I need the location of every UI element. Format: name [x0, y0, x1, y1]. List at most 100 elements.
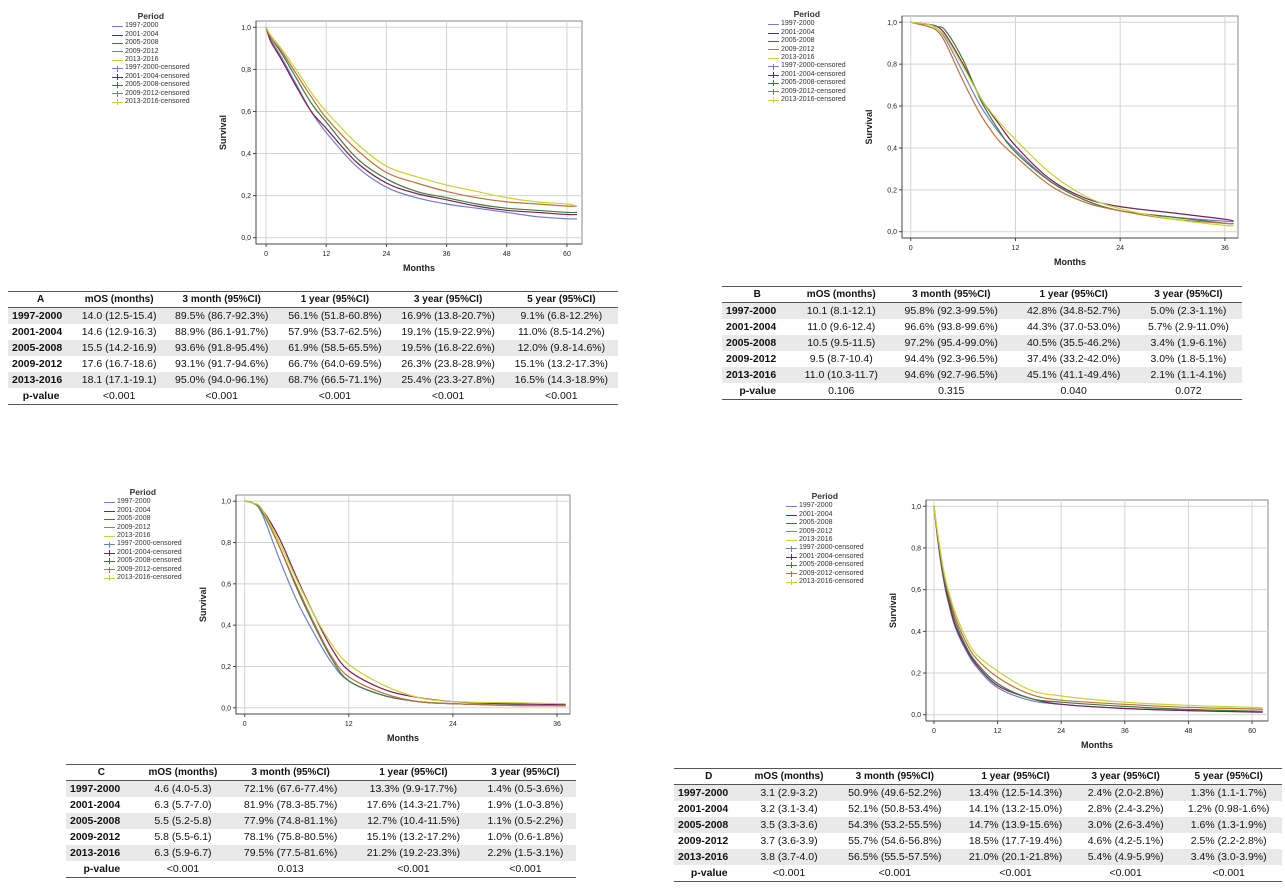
legend-label: 2005-2008 — [117, 515, 151, 523]
table-row: 2009-2012 9.5 (8.7-10.4) 94.4% (92.3-96.5%… — [722, 351, 1242, 367]
pvalue-cell: <0.001 — [278, 388, 392, 405]
column-header: 3 year (95%CI) — [1075, 768, 1176, 785]
y-axis-title: Survival — [218, 115, 228, 150]
legend-label: 2013-2016 — [799, 536, 833, 544]
table-cell: 17.6% (14.3-21.7%) — [366, 799, 461, 811]
legend-swatch — [112, 82, 123, 89]
legend-label: 2009-2012-censored — [781, 87, 846, 95]
legend-swatch — [104, 550, 115, 557]
table-cell: 56.5% (55.5-57.5%) — [834, 849, 956, 865]
row-label: 2013-2016 — [8, 372, 74, 388]
legend-item: 2001-2004-censored — [112, 73, 190, 81]
table-cell: 19.1% (15.9-22.9%) — [401, 326, 495, 338]
pvalue-row: p-value 0.106 0.315 0.040 0.072 — [722, 383, 1242, 400]
table-cell: 13.4% (12.5-14.3%) — [955, 784, 1076, 801]
column-header: 5 year (95%CI) — [504, 291, 618, 308]
legend-label: 2013-2016-censored — [781, 96, 846, 104]
table-cell: 97.2% (95.4-99.0%) — [890, 335, 1013, 351]
column-header: 1 year (95%CI) — [955, 768, 1076, 785]
legend-item: 2013-2016-censored — [768, 96, 846, 104]
legend-item: 2001-2004-censored — [786, 553, 864, 561]
row-label: 1997-2000 — [722, 302, 793, 319]
legend-swatch — [112, 65, 123, 72]
legend-swatch — [768, 63, 779, 70]
table-cell: 12.7% (10.4-11.5%) — [352, 813, 475, 829]
pvalue-cell: <0.001 — [73, 388, 166, 405]
table-cell: 5.8 (5.5-6.1) — [154, 831, 212, 843]
table-cell: 5.5 (5.2-5.8) — [136, 813, 230, 829]
row-label: 2013-2016 — [722, 367, 793, 383]
table-row: 2001-2004 14.6 (12.9-16.3) 88.9% (86.1-91.… — [8, 324, 618, 340]
y-tick-label: 0,0 — [221, 705, 231, 712]
legend-swatch — [768, 49, 779, 51]
table-row: 2009-2012 3.7 (3.6-3.9) 55.7% (54.6-56.8%)… — [674, 833, 1282, 849]
y-tick-label: 0,0 — [911, 712, 921, 719]
survival-curve-2005-2008 — [910, 21, 1234, 225]
survival-curve-2013-2016 — [933, 506, 1263, 709]
legend-swatch — [786, 522, 797, 524]
table-cell: 2.8% (2.4-3.2%) — [1087, 803, 1164, 815]
legend: Period 1997-2000 2001-2004 2005-2008 2009-20… — [768, 10, 846, 104]
legend: Period 1997-2000 2001-2004 2005-2008 2009-20… — [112, 12, 190, 106]
table-cell: 11.0 (10.3-11.7) — [792, 367, 891, 383]
legend-label: 2005-2008-censored — [117, 557, 182, 565]
legend-item: 2009-2012 — [112, 48, 190, 56]
legend-swatch — [112, 90, 123, 97]
table-cell: 61.9% (58.5-65.5%) — [278, 340, 392, 356]
legend-item: 2009-2012-censored — [104, 566, 182, 574]
legend-item: 2013-2016-censored — [112, 98, 190, 106]
legend-label: 2001-2004-censored — [125, 72, 190, 80]
pvalue-label: p-value — [722, 383, 793, 400]
table-cell: 14.1% (13.2-15.0%) — [968, 803, 1063, 815]
table-cell: 1.1% (0.5-2.2%) — [474, 813, 576, 829]
row-label: 2005-2008 — [722, 335, 793, 351]
legend-swatch — [786, 514, 797, 516]
x-tick-label: 60 — [1248, 728, 1256, 735]
table-cell: 21.0% (20.1-21.8%) — [955, 849, 1076, 865]
legend-swatch — [104, 535, 115, 537]
legend-label: 2005-2008-censored — [781, 79, 846, 87]
legend-item: 2009-2012 — [768, 46, 846, 54]
legend-item: 2009-2012 — [786, 528, 864, 536]
table-cell: 17.6 (16.7-18.6) — [81, 358, 157, 370]
table-cell: 44.3% (37.0-53.0%) — [1026, 321, 1121, 333]
legend-swatch — [104, 558, 115, 565]
legend-label: 1997-2000-censored — [799, 544, 864, 552]
table-row: 2013-2016 11.0 (10.3-11.7) 94.6% (92.7-96.… — [722, 367, 1242, 383]
table-cell: 5.0% (2.3-1.1%) — [1134, 302, 1242, 319]
pvalue-label: p-value — [66, 861, 137, 878]
row-label: 2009-2012 — [726, 353, 777, 365]
table-row: 2001-2004 6.3 (5.7-7.0) 81.9% (78.3-85.7%)… — [66, 797, 576, 813]
legend-item: 2009-2012-censored — [786, 570, 864, 578]
legend-item: 2001-2004-censored — [104, 549, 182, 557]
survival-curve-2009-2012 — [265, 27, 578, 207]
legend-item: 2005-2008 — [112, 39, 190, 47]
y-tick-label: 0,2 — [241, 193, 251, 200]
table-cell: 3.5 (3.3-3.6) — [743, 817, 835, 833]
x-axis-title: Months — [403, 263, 435, 273]
legend-label: 2001-2004 — [781, 28, 815, 36]
legend-label: 1997-2000 — [117, 498, 151, 506]
plot-area — [901, 15, 1239, 239]
legend-label: 2013-2016-censored — [125, 98, 190, 106]
legend-label: 1997-2000 — [781, 20, 815, 28]
legend-item: 2013-2016-censored — [104, 574, 182, 582]
table-cell: 3.8 (3.7-4.0) — [743, 849, 835, 865]
table-cell: 54.3% (53.2-55.5%) — [834, 817, 956, 833]
table-cell: 1.6% (1.3-1.9%) — [1175, 817, 1282, 833]
legend-label: 2005-2008 — [125, 39, 159, 47]
table-cell: 11.0% (8.5-14.2%) — [517, 326, 605, 338]
table-row: 2013-2016 18.1 (17.1-19.1) 95.0% (94.0-96.… — [8, 372, 618, 388]
x-tick-label: 36 — [1221, 245, 1229, 252]
plot-area — [925, 499, 1269, 722]
table-cell: 3.1 (2.9-3.2) — [743, 784, 835, 801]
table-cell: 3.7 (3.6-3.9) — [760, 835, 818, 847]
row-label: 2005-2008 — [674, 817, 744, 833]
table-cell: 95.8% (92.3-99.5%) — [890, 302, 1013, 319]
pvalue-cell: <0.001 — [1075, 865, 1176, 882]
legend-label: 1997-2000-censored — [781, 62, 846, 70]
column-header: D — [674, 768, 744, 785]
legend-label: 2013-2016-censored — [117, 574, 182, 582]
